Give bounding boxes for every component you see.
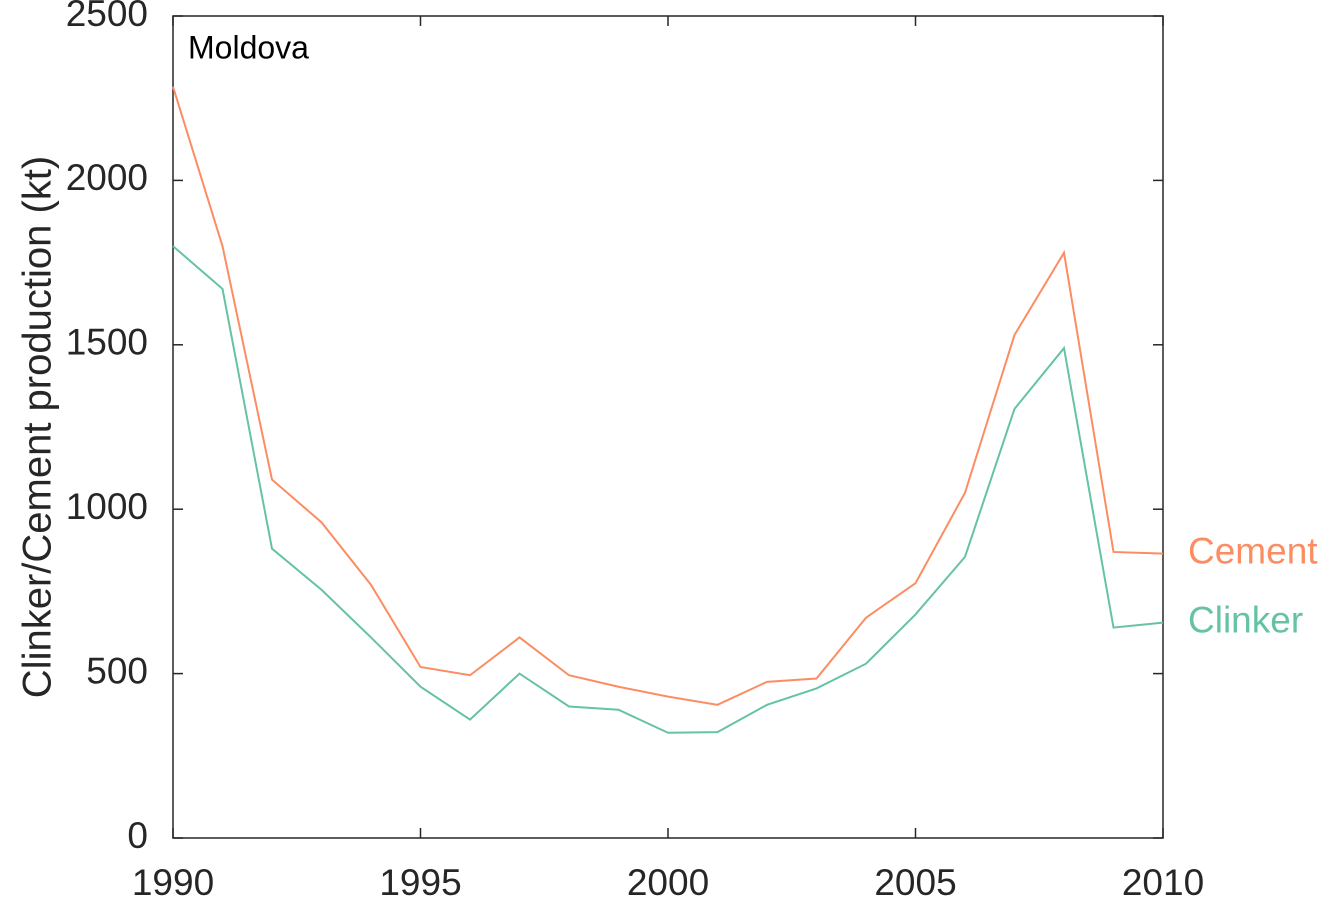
x-tick-label: 2010 bbox=[1122, 862, 1204, 903]
annotation: Moldova bbox=[188, 29, 309, 65]
y-tick-label: 1500 bbox=[66, 322, 148, 363]
x-tick-label: 1995 bbox=[379, 862, 461, 903]
line-series bbox=[172, 86, 1164, 706]
plot-frame bbox=[172, 15, 1164, 839]
x-tick-label: 2005 bbox=[874, 862, 956, 903]
y-tick-label: 0 bbox=[127, 815, 148, 856]
x-tick-label: 2000 bbox=[627, 862, 709, 903]
y-axis-label: Clinker/Cement production (kt) bbox=[16, 156, 60, 698]
legend-label: Cement bbox=[1188, 530, 1318, 571]
y-tick-label: 2500 bbox=[66, 0, 148, 34]
y-tick-label: 500 bbox=[86, 650, 148, 691]
y-tick-label: 1000 bbox=[66, 486, 148, 527]
y-tick-label: 2000 bbox=[66, 157, 148, 198]
x-tick-label: 1990 bbox=[132, 862, 214, 903]
line-series bbox=[172, 245, 1164, 734]
legend-label: Clinker bbox=[1188, 599, 1303, 640]
